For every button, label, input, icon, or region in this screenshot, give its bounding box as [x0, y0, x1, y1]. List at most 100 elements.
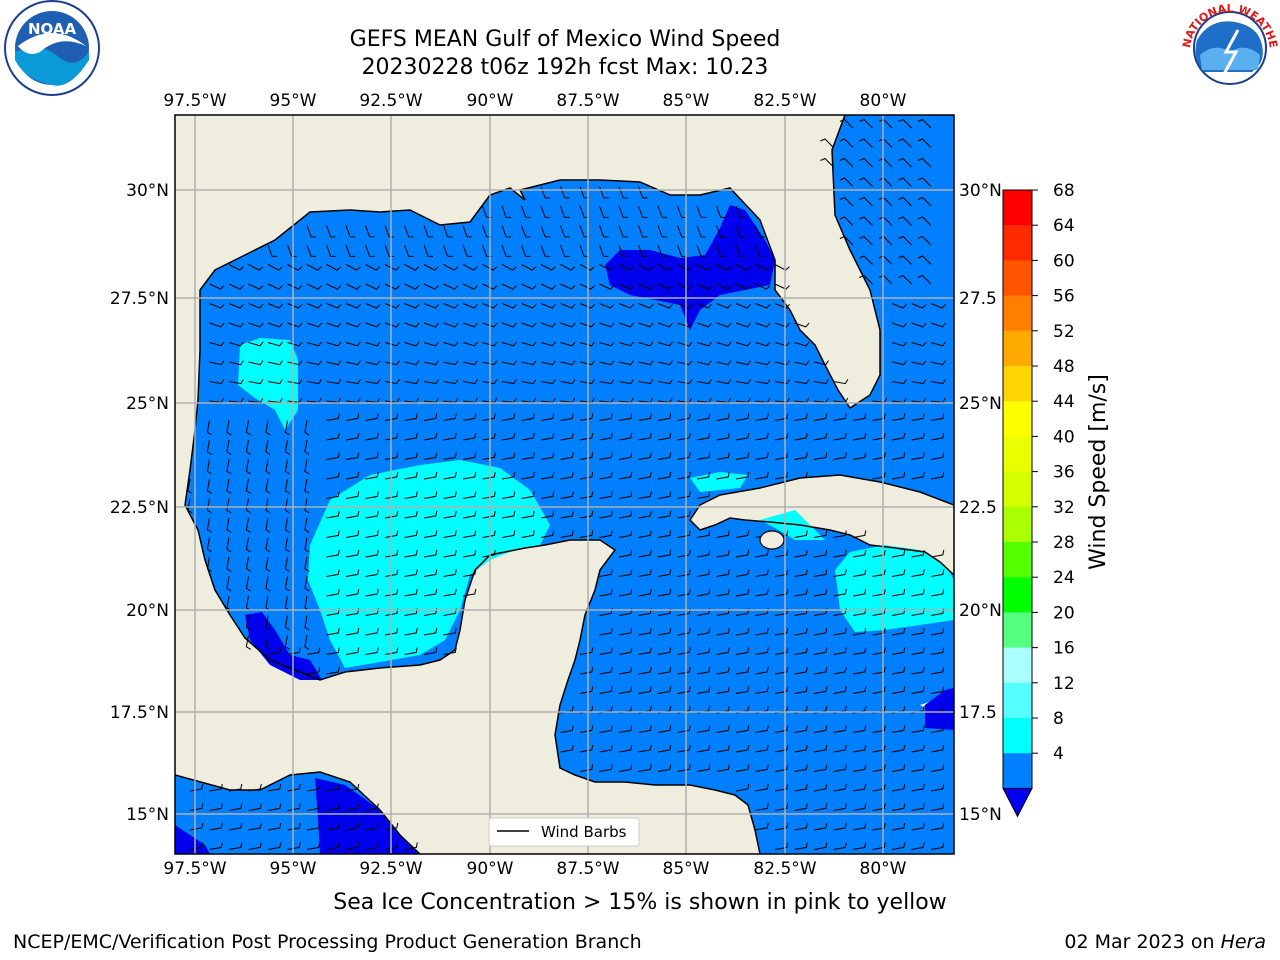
footer-date-text: 02 Mar 2023 on: [1064, 931, 1221, 953]
wind-barb: [638, 379, 654, 385]
wind-barb: [482, 491, 496, 499]
wind-barb: [638, 283, 654, 290]
wind-barb: [735, 225, 746, 238]
wind-barb: [245, 420, 251, 436]
wind-barb: [813, 686, 828, 694]
wind-barb: [657, 725, 672, 733]
wind-barb: [839, 138, 854, 148]
wind-barb: [287, 360, 303, 366]
wind-barb: [774, 764, 789, 772]
wind-barb: [304, 634, 310, 650]
wind-barb: [579, 744, 594, 753]
wind-barb: [579, 764, 594, 772]
wind-barb: [774, 842, 789, 850]
wind-barb: [540, 530, 555, 538]
wind-barb: [267, 244, 278, 257]
colorbar-segment: [1003, 753, 1032, 789]
wind-barb: [599, 205, 609, 218]
wind-barb: [618, 322, 634, 328]
wind-barb: [540, 452, 555, 460]
wind-barb: [833, 686, 847, 694]
wind-barb: [560, 341, 576, 347]
wind-barb: [735, 205, 746, 218]
calm-region-caribbean-east: [925, 688, 954, 730]
wind-barb: [462, 341, 478, 347]
wind-barb: [579, 413, 594, 421]
wind-barb: [618, 413, 633, 421]
wind-barb: [872, 452, 886, 460]
lon-label-top: 80°W: [860, 91, 907, 111]
lon-label-top: 82.5°W: [753, 91, 816, 111]
wind-barb: [404, 452, 418, 460]
wind-barb: [599, 264, 615, 271]
wind-barb: [872, 432, 886, 441]
wind-barb: [462, 510, 477, 519]
wind-barb: [638, 510, 652, 519]
wind-barbs: [187, 118, 946, 850]
wind-barb: [716, 452, 730, 460]
wind-barb: [657, 491, 672, 499]
wind-barb: [696, 341, 712, 347]
wind-barb: [345, 530, 360, 538]
colorbar-tick-label: 48: [1053, 357, 1075, 377]
wind-barb: [521, 322, 537, 328]
wind-barb: [384, 322, 400, 328]
wind-barb: [891, 452, 906, 460]
wind-barb: [833, 569, 847, 577]
wind-barb: [677, 666, 691, 675]
wind-barb: [560, 510, 574, 519]
wind-barb: [326, 225, 336, 238]
wind-barb: [833, 627, 847, 636]
wind-barb: [482, 264, 498, 271]
wind-barb: [677, 413, 691, 421]
wind-barb: [618, 491, 633, 499]
wind-barb: [228, 341, 244, 347]
wind-barb: [677, 341, 693, 347]
wind-barb: [304, 459, 310, 475]
colorbar-tick-label: 12: [1053, 674, 1075, 694]
wind-barb: [579, 491, 594, 499]
wind-barb: [226, 459, 232, 475]
wind-barb: [618, 471, 633, 480]
wind-barb: [898, 177, 912, 187]
wind-barb: [306, 244, 317, 257]
wind-barb: [228, 822, 243, 831]
wind-barb: [755, 627, 769, 636]
wind-barb: [755, 744, 769, 753]
wind-barb: [618, 530, 633, 538]
wind-barb: [245, 459, 251, 475]
wind-barb: [930, 432, 945, 441]
lon-label-top: 95°W: [270, 91, 317, 111]
wind-barb: [735, 764, 750, 772]
wind-barb: [638, 491, 652, 499]
wind-barb: [716, 205, 726, 218]
wind-barb: [287, 341, 303, 347]
wind-barb: [755, 783, 769, 792]
wind-barb: [813, 803, 828, 811]
wind-barb: [560, 322, 576, 328]
wind-barb: [443, 413, 457, 421]
lat-label-left: 15°N: [126, 805, 169, 825]
wind-barb: [226, 478, 232, 494]
wind-barb: [284, 459, 290, 475]
wind-barb: [794, 803, 808, 811]
wind-barb: [677, 744, 691, 753]
lon-label-bottom: 97.5°W: [163, 859, 226, 879]
wind-barb: [599, 627, 613, 636]
wind-barb: [911, 379, 927, 385]
wind-barb: [284, 576, 290, 592]
wind-barb: [930, 341, 946, 347]
wind-barb: [326, 360, 342, 366]
wind-barb: [226, 556, 232, 572]
wind-barb: [540, 205, 551, 218]
wind-barb: [911, 471, 925, 480]
wind-barb: [618, 432, 633, 441]
wind-barb: [404, 379, 420, 385]
wind-barb: [404, 413, 418, 421]
wind-barb: [852, 764, 867, 772]
wind-barb: [462, 264, 478, 271]
wind-barb: [267, 822, 282, 831]
wind-barb: [891, 725, 906, 733]
wind-barb: [755, 379, 771, 385]
graticule: [175, 115, 954, 854]
